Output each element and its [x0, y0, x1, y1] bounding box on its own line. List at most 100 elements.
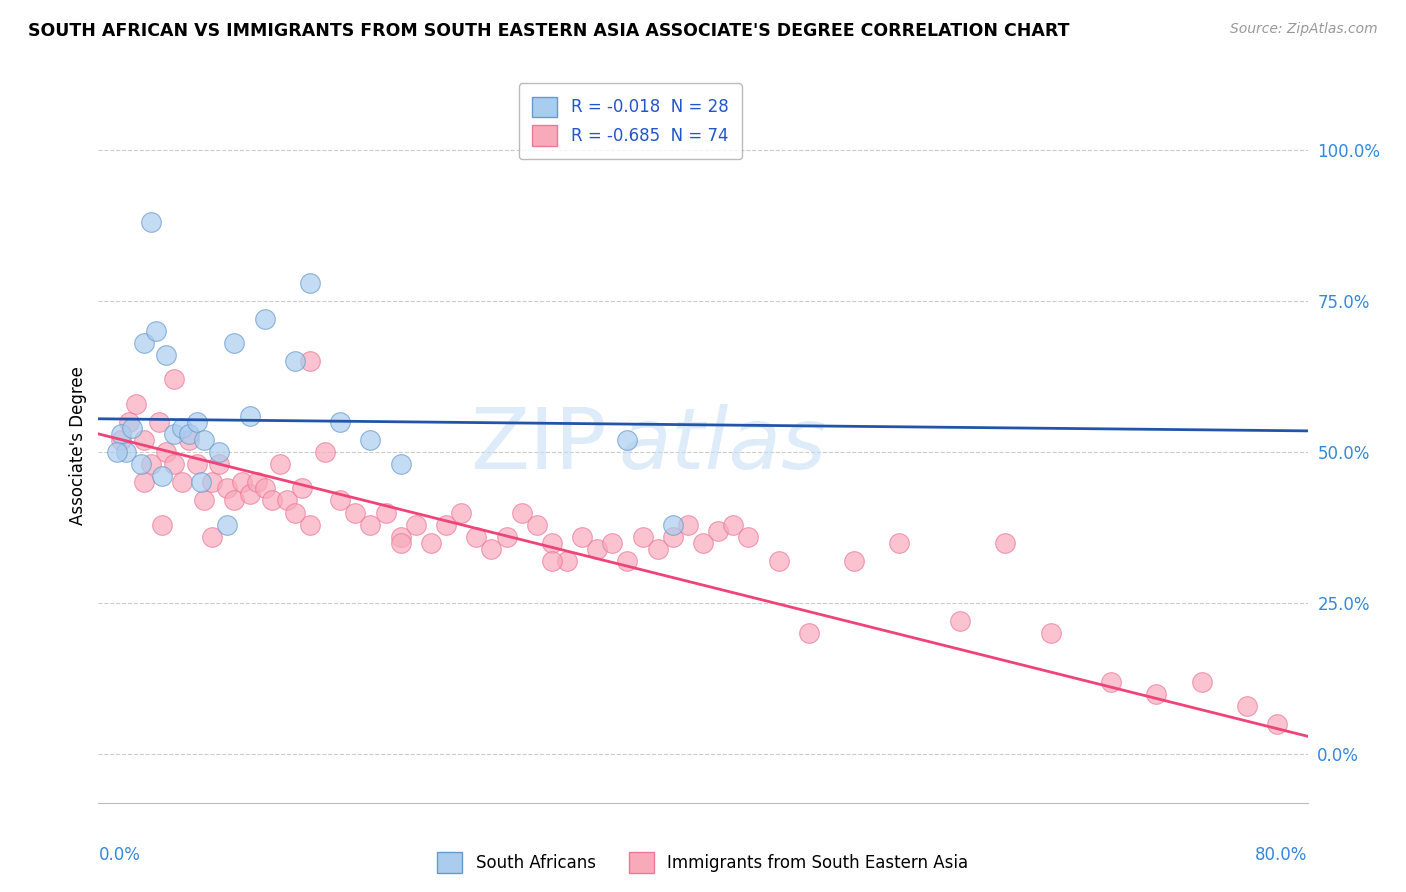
- Point: [148, 415, 170, 429]
- Point: [495, 530, 517, 544]
- Point: [737, 530, 759, 544]
- Point: [555, 554, 578, 568]
- Point: [246, 475, 269, 490]
- Point: [121, 421, 143, 435]
- Point: [179, 426, 201, 441]
- Point: [723, 517, 745, 532]
- Point: [291, 481, 314, 495]
- Point: [450, 506, 472, 520]
- Point: [163, 457, 186, 471]
- Point: [647, 541, 669, 556]
- Point: [186, 415, 208, 429]
- Point: [262, 493, 284, 508]
- Point: [284, 506, 307, 520]
- Point: [110, 426, 132, 441]
- Point: [105, 445, 128, 459]
- Point: [155, 348, 177, 362]
- Point: [155, 445, 177, 459]
- Point: [208, 445, 231, 459]
- Point: [526, 517, 548, 532]
- Point: [661, 530, 683, 544]
- Point: [201, 530, 224, 544]
- Point: [253, 481, 276, 495]
- Point: [797, 626, 820, 640]
- Point: [299, 354, 322, 368]
- Point: [420, 535, 443, 549]
- Legend: South Africans, Immigrants from South Eastern Asia: South Africans, Immigrants from South Ea…: [430, 846, 976, 880]
- Point: [179, 433, 201, 447]
- Point: [586, 541, 609, 556]
- Point: [215, 517, 238, 532]
- Point: [201, 475, 224, 490]
- Point: [224, 336, 246, 351]
- Point: [329, 493, 352, 508]
- Point: [707, 524, 730, 538]
- Point: [110, 433, 132, 447]
- Point: [676, 517, 699, 532]
- Point: [132, 475, 155, 490]
- Point: [239, 487, 262, 501]
- Point: [231, 475, 253, 490]
- Point: [465, 530, 488, 544]
- Point: [1191, 674, 1213, 689]
- Point: [299, 517, 322, 532]
- Point: [602, 535, 624, 549]
- Point: [163, 372, 186, 386]
- Point: [540, 554, 562, 568]
- Point: [215, 481, 238, 495]
- Point: [616, 433, 638, 447]
- Point: [889, 535, 911, 549]
- Point: [132, 336, 155, 351]
- Point: [329, 415, 352, 429]
- Point: [1236, 699, 1258, 714]
- Text: 0.0%: 0.0%: [98, 846, 141, 863]
- Point: [374, 506, 396, 520]
- Point: [481, 541, 503, 556]
- Point: [239, 409, 262, 423]
- Point: [389, 530, 412, 544]
- Point: [360, 433, 382, 447]
- Point: [284, 354, 307, 368]
- Point: [434, 517, 457, 532]
- Text: SOUTH AFRICAN VS IMMIGRANTS FROM SOUTH EASTERN ASIA ASSOCIATE'S DEGREE CORRELATI: SOUTH AFRICAN VS IMMIGRANTS FROM SOUTH E…: [28, 22, 1070, 40]
- Point: [1039, 626, 1062, 640]
- Point: [114, 445, 136, 459]
- Text: 80.0%: 80.0%: [1256, 846, 1308, 863]
- Point: [145, 324, 167, 338]
- Point: [150, 469, 173, 483]
- Text: Source: ZipAtlas.com: Source: ZipAtlas.com: [1230, 22, 1378, 37]
- Point: [616, 554, 638, 568]
- Point: [253, 312, 276, 326]
- Point: [405, 517, 427, 532]
- Point: [994, 535, 1017, 549]
- Legend: R = -0.018  N = 28, R = -0.685  N = 74: R = -0.018 N = 28, R = -0.685 N = 74: [519, 83, 742, 159]
- Point: [276, 493, 298, 508]
- Point: [193, 433, 215, 447]
- Point: [129, 457, 152, 471]
- Point: [631, 530, 654, 544]
- Text: ZIP: ZIP: [470, 404, 606, 488]
- Point: [269, 457, 291, 471]
- Point: [360, 517, 382, 532]
- Text: atlas: atlas: [619, 404, 827, 488]
- Point: [1267, 717, 1289, 731]
- Point: [389, 535, 412, 549]
- Point: [224, 493, 246, 508]
- Point: [208, 457, 231, 471]
- Point: [510, 506, 533, 520]
- Point: [186, 457, 208, 471]
- Point: [141, 215, 163, 229]
- Point: [163, 426, 186, 441]
- Point: [1099, 674, 1122, 689]
- Point: [125, 397, 148, 411]
- Point: [661, 517, 683, 532]
- Point: [132, 433, 155, 447]
- Point: [571, 530, 593, 544]
- Point: [141, 457, 163, 471]
- Point: [540, 535, 562, 549]
- Point: [1146, 687, 1168, 701]
- Point: [389, 457, 412, 471]
- Point: [844, 554, 866, 568]
- Point: [692, 535, 714, 549]
- Point: [768, 554, 790, 568]
